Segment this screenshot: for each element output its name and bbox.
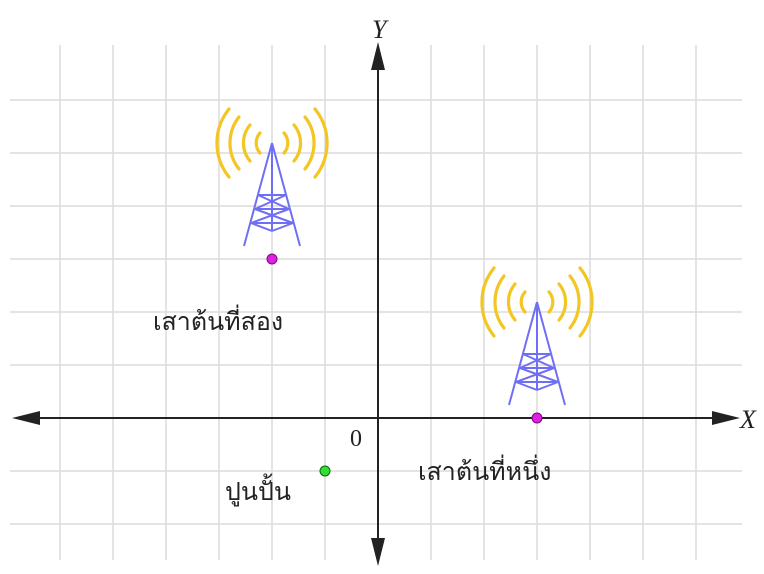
grid: [10, 45, 742, 560]
point: [266, 253, 278, 265]
point-label: เสาต้นที่สอง: [153, 304, 283, 336]
point-label: เสาต้นที่หนึ่ง: [418, 454, 551, 486]
x-axis-label: X: [739, 405, 757, 434]
point-label: ปูนปั้น: [225, 473, 291, 507]
axes: [12, 42, 740, 566]
point: [319, 465, 331, 477]
y-axis-label: Y: [372, 15, 389, 44]
origin-label: 0: [350, 426, 362, 452]
point: [531, 412, 543, 424]
